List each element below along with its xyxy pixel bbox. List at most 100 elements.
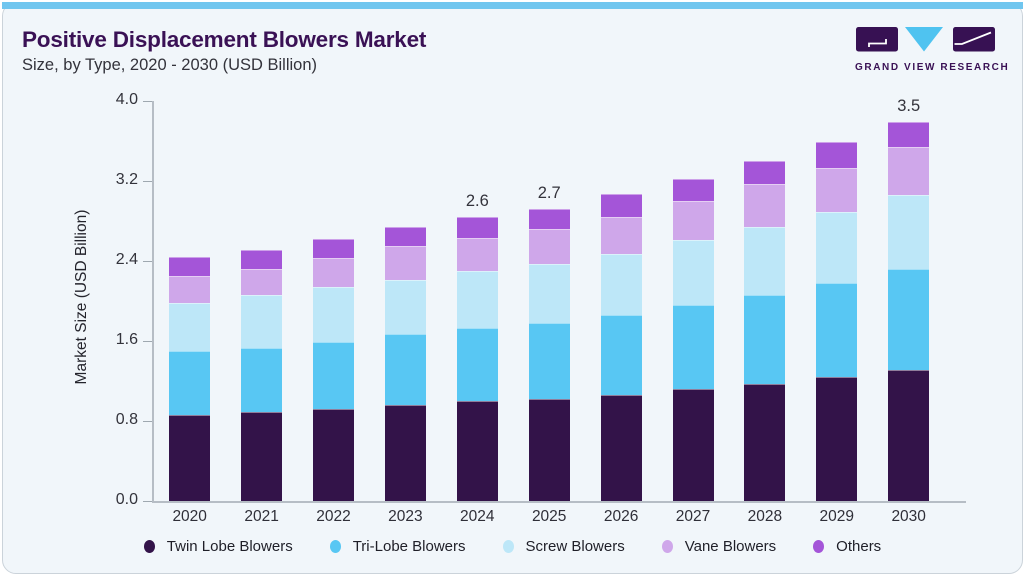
bar-segment xyxy=(456,237,498,272)
bar-segment xyxy=(169,351,211,416)
bar-segment xyxy=(816,168,858,212)
bar-segment xyxy=(528,228,570,264)
bar-segment xyxy=(384,334,426,405)
bar-total-label: 2.7 xyxy=(537,184,561,203)
bar-segment xyxy=(241,295,283,349)
bar-segment xyxy=(528,209,570,229)
bar-segment xyxy=(744,226,786,296)
legend-label: Others xyxy=(836,538,882,555)
bar-segment xyxy=(888,269,930,370)
bar-segment xyxy=(600,394,642,501)
legend-label: Screw Blowers xyxy=(525,538,625,555)
legend: Twin Lobe Blowers Tri-Lobe Blowers Screw B… xyxy=(0,538,1025,555)
x-tick-label: 2026 xyxy=(603,508,639,525)
bar-total-label: 2.6 xyxy=(465,191,489,210)
y-tick-label: 1.6 xyxy=(115,331,138,348)
legend-label: Twin Lobe Blowers xyxy=(166,538,293,555)
legend-dot-icon xyxy=(813,540,825,553)
bar-segment xyxy=(600,194,642,217)
bar-segment xyxy=(169,302,211,352)
bar-segment xyxy=(672,179,714,201)
bar-segment xyxy=(456,216,498,238)
bar-segment xyxy=(816,283,858,378)
bar-segment xyxy=(528,323,570,400)
bar-segment xyxy=(672,389,714,501)
bar-segment xyxy=(528,399,570,501)
grand-view-research-logo: GRAND VIEW RESEARCH xyxy=(855,27,1010,73)
bar-segment xyxy=(600,253,642,315)
bar-segment xyxy=(744,160,786,185)
legend-dot-icon xyxy=(143,540,155,553)
bar-segment xyxy=(744,383,786,501)
bar-segment xyxy=(241,412,283,501)
x-tick-label: 2023 xyxy=(388,508,423,525)
x-axis-line xyxy=(152,501,966,503)
bar-segment xyxy=(241,269,283,296)
bar-segment xyxy=(600,314,642,395)
bar-segment xyxy=(744,295,786,384)
bar-segment xyxy=(888,146,930,196)
bar-segment xyxy=(816,211,858,284)
bar-segment xyxy=(169,415,211,501)
x-tick-label: 2021 xyxy=(244,508,279,525)
x-tick-label: 2028 xyxy=(747,508,783,525)
legend-label: Tri-Lobe Blowers xyxy=(352,538,466,555)
legend-dot-icon xyxy=(661,540,673,553)
legend-item: Twin Lobe Blowers xyxy=(143,538,293,555)
legend-item: Screw Blowers xyxy=(502,538,625,555)
page-subtitle: Size, by Type, 2020 - 2030 (USD Billion) xyxy=(22,56,318,74)
bar-segment xyxy=(600,216,642,254)
y-axis-title: Market Size (USD Billion) xyxy=(73,209,90,385)
gvr-logo-icon xyxy=(856,27,995,52)
bar-segment xyxy=(456,271,498,328)
bar-segment xyxy=(816,377,858,501)
logo-wordmark: GRAND VIEW RESEARCH xyxy=(855,62,1010,73)
bar-segment xyxy=(888,369,930,501)
bar-segment xyxy=(313,341,354,409)
legend-dot-icon xyxy=(329,540,341,553)
y-tick-mark xyxy=(143,420,152,422)
x-tick-label: 2022 xyxy=(316,508,351,525)
bar-segment xyxy=(672,200,714,240)
bar-segment xyxy=(384,279,426,335)
y-tick-mark xyxy=(143,260,152,262)
y-axis-line xyxy=(152,101,154,501)
y-tick-label: 0.8 xyxy=(115,411,138,428)
legend-item: Vane Blowers xyxy=(661,538,777,555)
x-tick-label: 2030 xyxy=(891,508,926,525)
bar-segment xyxy=(169,257,211,276)
x-tick-label: 2029 xyxy=(819,508,855,525)
bar-segment xyxy=(384,226,426,247)
y-tick-mark xyxy=(143,180,152,182)
bar-segment xyxy=(241,348,283,413)
y-tick-label: 0.0 xyxy=(115,491,138,508)
bar-segment xyxy=(888,195,930,269)
y-tick-label: 4.0 xyxy=(115,91,138,108)
bar-segment xyxy=(672,304,714,390)
bar-segment xyxy=(816,142,858,169)
page-title: Positive Displacement Blowers Market xyxy=(22,27,427,52)
bar-segment xyxy=(384,246,426,280)
bar-segment xyxy=(313,408,354,501)
top-accent-bar xyxy=(2,2,1023,9)
bar-segment xyxy=(241,249,283,269)
bar-segment xyxy=(528,263,570,324)
bar-segment xyxy=(888,121,930,147)
y-tick-mark xyxy=(143,340,152,342)
bar-segment xyxy=(169,275,211,303)
y-tick-mark xyxy=(143,500,152,502)
y-tick-mark xyxy=(143,100,152,102)
legend-label: Vane Blowers xyxy=(684,538,777,555)
y-tick-label: 2.4 xyxy=(115,251,138,268)
x-tick-label: 2027 xyxy=(675,508,711,525)
x-tick-label: 2020 xyxy=(172,508,207,525)
legend-item: Others xyxy=(813,538,881,555)
bar-segment xyxy=(384,404,426,501)
bar-segment xyxy=(313,287,354,342)
bar-segment xyxy=(313,258,354,288)
bar-segment xyxy=(672,239,714,305)
legend-dot-icon xyxy=(502,540,514,553)
bar-segment xyxy=(456,401,498,501)
